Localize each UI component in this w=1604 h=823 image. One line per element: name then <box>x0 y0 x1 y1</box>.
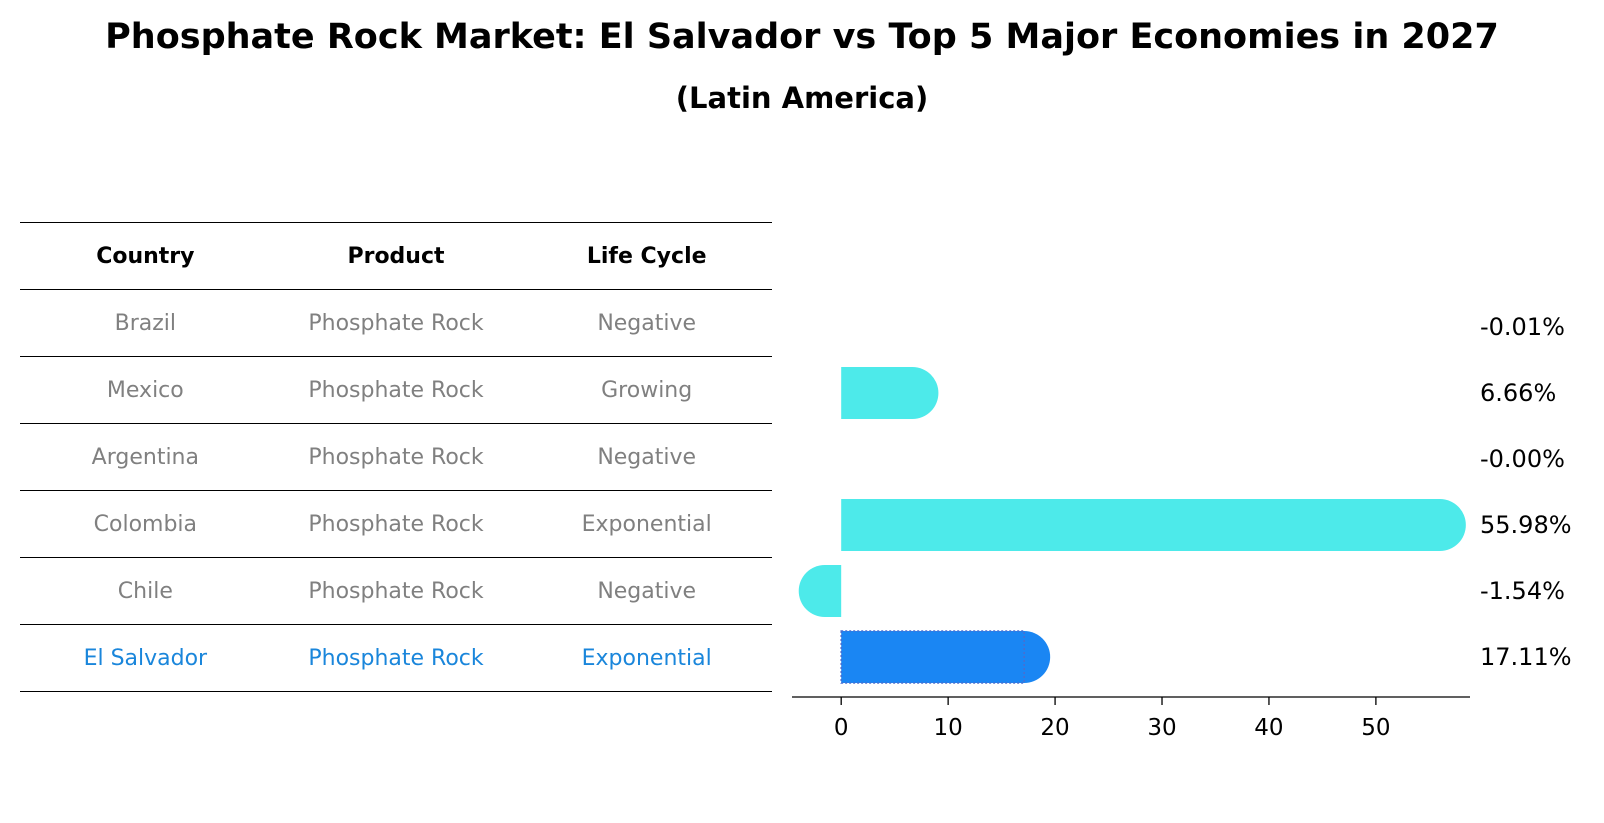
chart-subtitle: (Latin America) <box>675 81 929 115</box>
x-tick-label: 0 <box>834 715 849 741</box>
bar-shape <box>841 631 1051 683</box>
table-row: Mexico Phosphate Rock Growing <box>20 357 772 424</box>
table-row: Colombia Phosphate Rock Exponential <box>20 491 772 558</box>
x-tick-label: 50 <box>1361 715 1390 741</box>
value-label: 55.98% <box>1480 511 1572 539</box>
cell-product: Phosphate Rock <box>308 578 484 604</box>
country-table: Country Product Life Cycle Brazil Phosph… <box>20 222 772 692</box>
table-header-row: Country Product Life Cycle <box>20 222 772 290</box>
header-life-cycle: Life Cycle <box>586 243 707 269</box>
bar-el-salvador <box>840 630 1051 684</box>
cell-product: Phosphate Rock <box>308 645 484 671</box>
header-product: Product <box>347 243 445 269</box>
cell-country: Chile <box>117 578 173 604</box>
cell-country: El Salvador <box>83 645 208 671</box>
cell-life-cycle: Exponential <box>581 511 712 537</box>
cell-life-cycle: Negative <box>597 444 697 470</box>
value-label: -0.00% <box>1480 445 1565 473</box>
table-row: Argentina Phosphate Rock Negative <box>20 424 772 491</box>
bar-shape <box>841 367 939 419</box>
chart-title: Phosphate Rock Market: El Salvador vs To… <box>105 17 1499 57</box>
table-row-highlight: El Salvador Phosphate Rock Exponential <box>20 625 772 692</box>
header-country: Country <box>96 243 195 269</box>
table-row: Brazil Phosphate Rock Negative <box>20 290 772 357</box>
cell-life-cycle: Exponential <box>581 645 712 671</box>
bar-mexico <box>841 367 939 419</box>
x-tick-label: 40 <box>1254 715 1283 741</box>
cell-product: Phosphate Rock <box>308 444 484 470</box>
bar-highlight-outline <box>840 630 1025 684</box>
bar-colombia <box>841 499 1466 551</box>
cell-product: Phosphate Rock <box>308 310 484 336</box>
value-label: 17.11% <box>1480 643 1572 671</box>
cell-life-cycle: Negative <box>597 578 697 604</box>
x-tick-label: 30 <box>1147 715 1176 741</box>
cell-country: Brazil <box>114 310 177 336</box>
cell-country: Mexico <box>106 377 184 403</box>
x-tick-label: 10 <box>933 715 962 741</box>
cell-product: Phosphate Rock <box>308 377 484 403</box>
cell-life-cycle: Negative <box>597 310 697 336</box>
value-label: -0.01% <box>1480 313 1565 341</box>
bar-chile <box>798 565 842 617</box>
table-row: Chile Phosphate Rock Negative <box>20 558 772 625</box>
bar-shape <box>841 499 1466 551</box>
value-label: -1.54% <box>1480 577 1565 605</box>
x-tick-label: 20 <box>1040 715 1069 741</box>
bar-shape <box>798 565 842 617</box>
cell-life-cycle: Growing <box>601 377 693 403</box>
cell-product: Phosphate Rock <box>308 511 484 537</box>
cell-country: Argentina <box>91 444 199 470</box>
value-label: 6.66% <box>1480 379 1556 407</box>
cell-country: Colombia <box>93 511 198 537</box>
